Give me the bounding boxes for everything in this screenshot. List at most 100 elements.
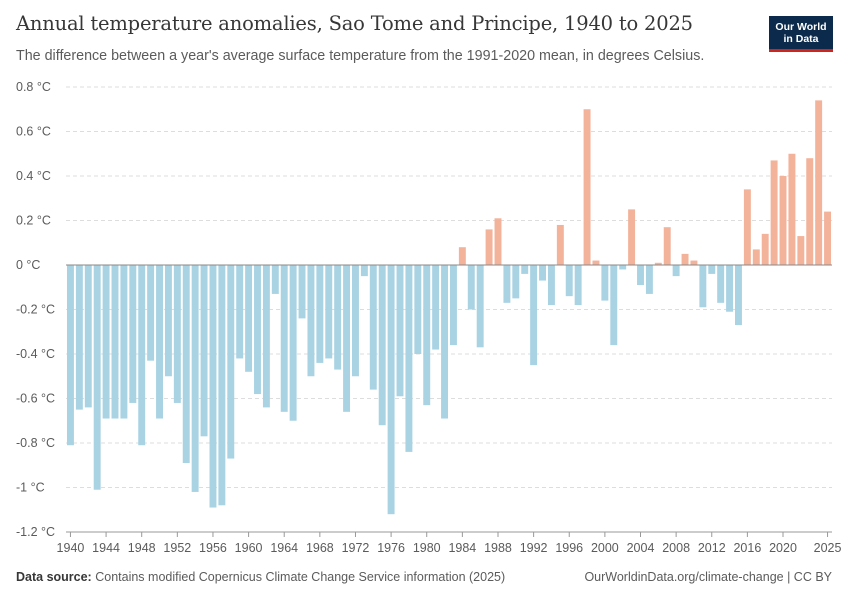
bar-1997 [574, 265, 582, 306]
bar-1961 [254, 265, 261, 395]
bar-1974 [369, 265, 377, 390]
bar-2025 [824, 211, 832, 265]
bar-1949 [147, 265, 155, 361]
bar-2009 [681, 253, 689, 265]
x-tick-label: 1984 [448, 541, 476, 555]
x-tick-label: 2020 [769, 541, 797, 555]
bar-1959 [236, 265, 244, 359]
x-tick-label: 1992 [520, 541, 548, 555]
bar-1947 [129, 265, 137, 403]
bar-1980 [423, 265, 431, 406]
bar-1945 [111, 265, 119, 419]
x-tick-label: 1940 [57, 541, 85, 555]
bar-1998 [583, 109, 591, 265]
bar-1967 [307, 265, 315, 377]
bar-2007 [663, 227, 671, 265]
bar-1981 [432, 265, 440, 350]
y-tick-label: -0.4 °C [16, 347, 55, 361]
bar-1969 [325, 265, 333, 359]
owid-logo[interactable]: Our World in Data [769, 16, 833, 52]
bar-1948 [138, 265, 146, 446]
bar-1966 [298, 265, 306, 319]
bar-1943 [93, 265, 101, 490]
bar-1975 [378, 265, 386, 426]
bar-1941 [75, 265, 83, 410]
y-tick-label: 0.2 °C [16, 214, 51, 228]
x-tick-label: 1976 [377, 541, 405, 555]
bar-1995 [556, 224, 564, 265]
data-source: Data source: Contains modified Copernicu… [16, 570, 505, 584]
bar-2024 [815, 100, 823, 265]
bar-2022 [797, 236, 805, 265]
bar-1963 [271, 265, 279, 294]
bar-1991 [521, 265, 529, 274]
bar-1964 [280, 265, 288, 412]
bar-1962 [262, 265, 270, 408]
x-tick-label: 1972 [342, 541, 370, 555]
y-tick-label: 0 °C [16, 258, 40, 272]
bar-2014 [726, 265, 734, 312]
bar-1987 [485, 229, 493, 265]
bar-1965 [289, 265, 297, 421]
logo-line-2: in Data [783, 33, 819, 45]
bar-2005 [645, 265, 653, 294]
y-tick-label: -1 °C [16, 481, 45, 495]
bar-1968 [316, 265, 324, 363]
data-source-label: Data source: [16, 570, 92, 584]
bar-1971 [343, 265, 351, 412]
bar-2016 [743, 189, 751, 265]
x-tick-label: 2000 [591, 541, 619, 555]
source-link[interactable]: OurWorldinData.org/climate-change | CC B… [584, 570, 832, 584]
bar-1977 [396, 265, 404, 397]
x-tick-label: 1988 [484, 541, 512, 555]
bar-2003 [628, 209, 636, 265]
bar-1982 [441, 265, 449, 419]
bar-1944 [102, 265, 110, 419]
bar-1940 [66, 265, 74, 446]
chart-title: Annual temperature anomalies, Sao Tome a… [16, 12, 693, 35]
bar-2019 [770, 160, 778, 265]
x-tick-label: 1996 [555, 541, 583, 555]
x-tick-label: 1968 [306, 541, 334, 555]
bar-1983 [449, 265, 457, 346]
y-tick-label: 0.6 °C [16, 125, 51, 139]
x-tick-label: 1948 [128, 541, 156, 555]
bar-1999 [592, 260, 600, 265]
logo-line-1: Our World [775, 21, 827, 33]
bar-1978 [405, 265, 413, 452]
bar-2017 [752, 249, 760, 265]
bar-1992 [530, 265, 538, 366]
bar-2006 [654, 262, 662, 265]
bar-1942 [84, 265, 92, 408]
bar-2020 [779, 176, 787, 265]
bar-1972 [352, 265, 359, 377]
y-tick-label: 0.8 °C [16, 80, 51, 94]
x-tick-label: 1960 [235, 541, 263, 555]
bar-1950 [156, 265, 163, 419]
bar-1952 [173, 265, 181, 403]
x-tick-label: 1964 [270, 541, 298, 555]
bar-1957 [218, 265, 226, 506]
bar-1989 [503, 265, 511, 303]
x-tick-label: 1956 [199, 541, 227, 555]
bar-1985 [467, 265, 475, 310]
bar-1993 [539, 265, 546, 281]
bar-1956 [209, 265, 217, 508]
bar-1958 [227, 265, 235, 459]
y-tick-label: -0.8 °C [16, 436, 55, 450]
bar-2013 [717, 265, 725, 303]
bar-2000 [601, 265, 609, 301]
bar-1973 [360, 265, 368, 277]
bar-2015 [735, 265, 742, 326]
x-tick-label: 2016 [733, 541, 761, 555]
bar-2021 [788, 153, 796, 265]
bar-2011 [699, 265, 707, 308]
bar-2018 [761, 233, 769, 265]
bar-chart: -1.2 °C -1 °C -0.8 °C -0.6 °C -0.4 °C -0.2 °C… [16, 80, 841, 555]
y-tick-label: -1.2 °C [16, 525, 55, 539]
bar-2004 [637, 265, 644, 286]
bar-2001 [610, 265, 618, 346]
bar-1946 [120, 265, 128, 419]
bar-1996 [565, 265, 573, 297]
bar-1990 [512, 265, 520, 299]
